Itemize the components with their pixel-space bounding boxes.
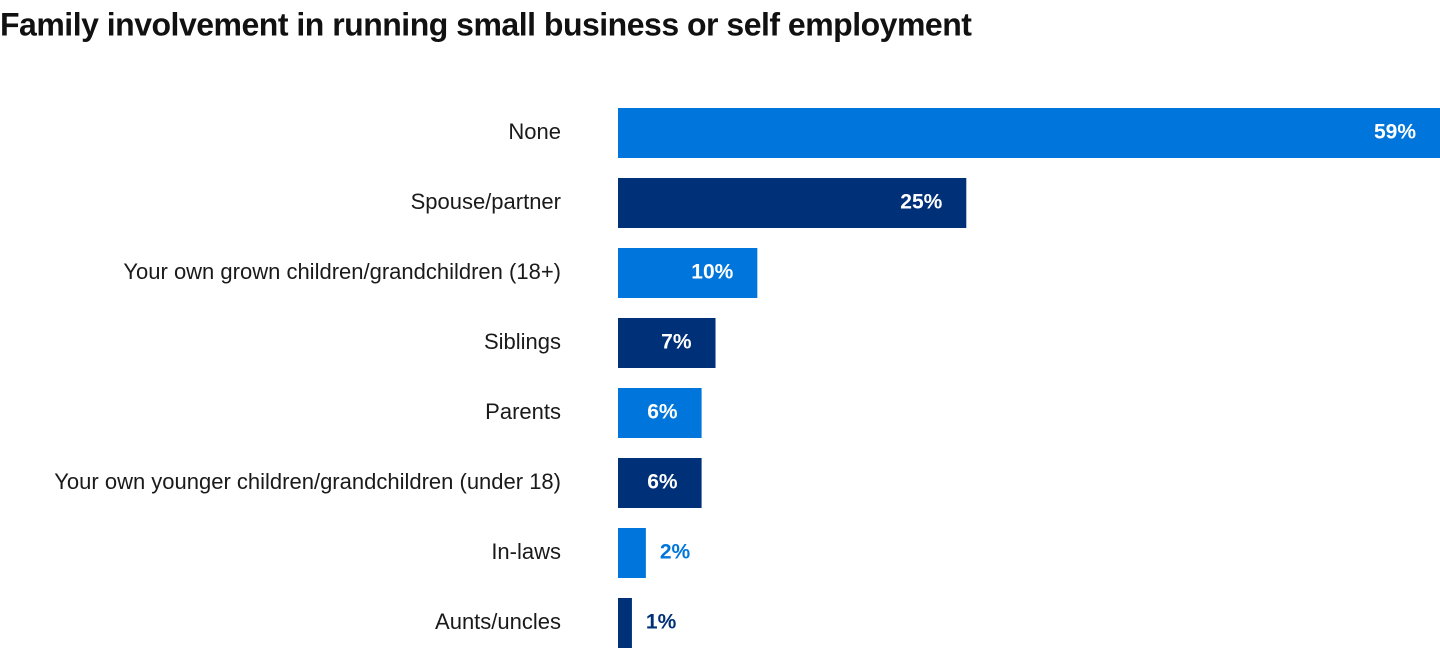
- value-label: 59%: [1374, 121, 1416, 144]
- category-label: Your own grown children/grandchildren (1…: [123, 259, 561, 284]
- bar: [618, 458, 702, 508]
- chart-title: Family involvement in running small busi…: [0, 6, 972, 42]
- bar: [618, 318, 716, 368]
- category-label: None: [508, 119, 561, 144]
- bar: [618, 178, 967, 228]
- bar: [618, 108, 1440, 158]
- value-label: 6%: [647, 401, 678, 424]
- value-label: 2%: [660, 541, 691, 564]
- bar: [618, 248, 758, 298]
- category-label: Siblings: [484, 329, 561, 354]
- category-label: Spouse/partner: [411, 189, 561, 214]
- value-label: 10%: [691, 261, 733, 284]
- value-label: 25%: [900, 191, 942, 214]
- value-label: 6%: [647, 471, 678, 494]
- category-label: Your own younger children/grandchildren …: [54, 469, 561, 494]
- value-label: 1%: [646, 611, 677, 634]
- bar: [618, 528, 646, 578]
- value-label: 7%: [661, 331, 692, 354]
- category-label: Parents: [485, 399, 561, 424]
- category-label: In-laws: [491, 539, 561, 564]
- category-label: Aunts/uncles: [435, 609, 561, 634]
- bar: [618, 598, 632, 648]
- bar: [618, 388, 702, 438]
